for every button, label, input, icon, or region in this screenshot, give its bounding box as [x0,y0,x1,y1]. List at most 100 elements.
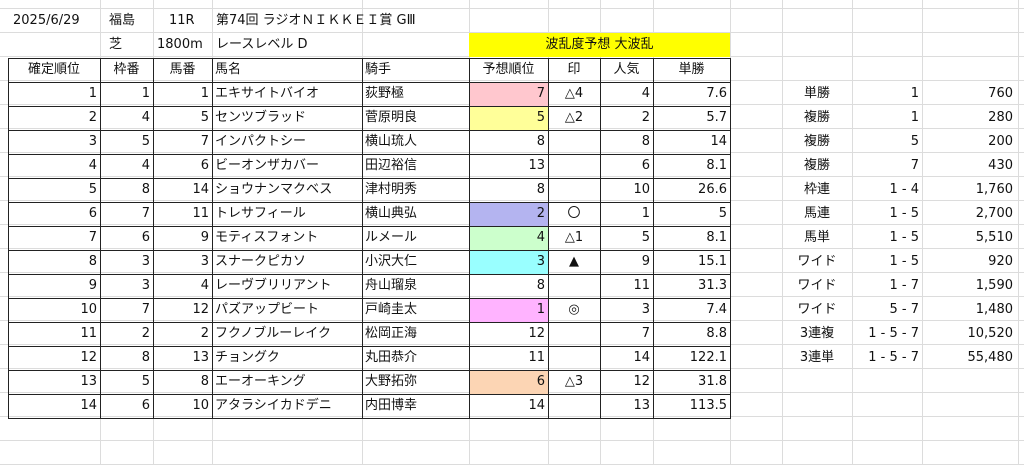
header-predicted-rank[interactable]: 予想順位 [482,62,535,77]
frame-number-cell[interactable]: 4 [141,110,150,125]
payout-type-cell[interactable]: 複勝 [803,158,830,173]
header-win-odds[interactable]: 単勝 [678,62,705,77]
predicted-rank-cell[interactable]: 14 [528,398,545,413]
horse-name-cell[interactable]: センツブラッド [215,110,307,125]
horse-number-cell[interactable]: 12 [192,302,209,317]
popularity-cell[interactable]: 10 [633,182,650,197]
popularity-cell[interactable]: 5 [641,230,650,245]
horse-name-cell[interactable]: ショウナンマクベス [215,182,333,197]
payout-combination-cell[interactable]: 7 [910,158,919,173]
payout-amount-cell[interactable]: 760 [988,86,1013,101]
win-odds-cell[interactable]: 15.1 [698,254,727,269]
mark-cell[interactable]: 〇 [567,206,581,221]
frame-number-cell[interactable]: 1 [141,86,150,101]
payout-type-cell[interactable]: 枠連 [803,182,830,197]
payout-combination-cell[interactable]: 1 - 5 [889,230,920,245]
predicted-rank-cell[interactable]: 5 [536,110,545,125]
frame-number-cell[interactable]: 2 [141,326,150,341]
finish-position-cell[interactable]: 3 [88,134,97,149]
horse-number-cell[interactable]: 7 [200,134,209,149]
race-number-cell[interactable]: 11R [169,13,195,28]
horse-name-cell[interactable]: トレサフィール [215,206,306,221]
horse-name-cell[interactable]: エーオーキング [215,374,306,389]
jockey-cell[interactable]: 津村明秀 [365,182,418,197]
header-finish-position[interactable]: 確定順位 [27,62,80,77]
horse-number-cell[interactable]: 9 [200,230,209,245]
popularity-cell[interactable]: 13 [633,398,650,413]
payout-type-cell[interactable]: 複勝 [803,134,830,149]
header-frame-number[interactable]: 枠番 [113,62,140,77]
frame-number-cell[interactable]: 6 [141,230,150,245]
header-popularity[interactable]: 人気 [613,62,640,77]
payout-type-cell[interactable]: 複勝 [803,110,830,125]
horse-number-cell[interactable]: 11 [192,206,209,221]
mark-cell[interactable]: △1 [564,230,584,245]
frame-number-cell[interactable]: 8 [141,350,150,365]
payout-combination-cell[interactable]: 1 - 4 [889,182,920,197]
payout-amount-cell[interactable]: 1,590 [975,278,1013,293]
frame-number-cell[interactable]: 8 [141,182,150,197]
payout-combination-cell[interactable]: 1 - 5 [889,206,920,221]
finish-position-cell[interactable]: 6 [88,206,97,221]
header-horse-name[interactable]: 馬名 [215,62,242,77]
popularity-cell[interactable]: 3 [641,302,650,317]
horse-number-cell[interactable]: 5 [200,110,209,125]
win-odds-cell[interactable]: 8.1 [706,230,727,245]
predicted-rank-cell[interactable]: 13 [528,158,545,173]
jockey-cell[interactable]: 菅原明良 [365,110,418,125]
jockey-cell[interactable]: 戸崎圭太 [365,302,418,317]
mark-cell[interactable]: △3 [564,374,584,389]
finish-position-cell[interactable]: 11 [80,326,97,341]
frame-number-cell[interactable]: 7 [141,206,150,221]
horse-number-cell[interactable]: 1 [200,86,209,101]
race-venue-cell[interactable]: 福島 [109,13,136,28]
frame-number-cell[interactable]: 5 [141,134,150,149]
predicted-rank-cell[interactable]: 11 [528,350,545,365]
horse-name-cell[interactable]: チョングク [215,350,280,365]
popularity-cell[interactable]: 9 [641,254,650,269]
payout-amount-cell[interactable]: 1,480 [975,302,1013,317]
popularity-cell[interactable]: 4 [641,86,650,101]
distance-cell[interactable]: 1800m [157,37,203,52]
payout-combination-cell[interactable]: 1 [910,110,919,125]
finish-position-cell[interactable]: 13 [80,374,97,389]
predicted-rank-cell[interactable]: 8 [536,278,545,293]
finish-position-cell[interactable]: 1 [88,86,97,101]
frame-number-cell[interactable]: 3 [141,278,150,293]
payout-amount-cell[interactable]: 10,520 [967,326,1014,341]
payout-combination-cell[interactable]: 1 - 5 [889,254,920,269]
horse-number-cell[interactable]: 4 [200,278,209,293]
popularity-cell[interactable]: 8 [641,134,650,149]
payout-type-cell[interactable]: 馬単 [803,230,830,245]
finish-position-cell[interactable]: 2 [88,110,97,125]
predicted-rank-cell[interactable]: 7 [536,86,545,101]
predicted-rank-cell[interactable]: 8 [536,182,545,197]
horse-name-cell[interactable]: アタラシイカドデニ [215,398,332,413]
payout-type-cell[interactable]: 3連単 [799,350,835,365]
horse-number-cell[interactable]: 3 [200,254,209,269]
finish-position-cell[interactable]: 8 [88,254,97,269]
popularity-cell[interactable]: 11 [633,278,650,293]
horse-number-cell[interactable]: 13 [192,350,209,365]
popularity-cell[interactable]: 12 [633,374,650,389]
win-odds-cell[interactable]: 8.8 [706,326,727,341]
jockey-cell[interactable]: 丸田恭介 [365,350,418,365]
mark-cell[interactable] [548,274,600,298]
win-odds-cell[interactable]: 31.8 [698,374,727,389]
win-odds-cell[interactable]: 26.6 [698,182,727,197]
payout-combination-cell[interactable]: 1 - 5 - 7 [868,350,919,365]
payout-amount-cell[interactable]: 2,700 [975,206,1013,221]
win-odds-cell[interactable]: 8.1 [706,158,727,173]
popularity-cell[interactable]: 1 [641,206,650,221]
jockey-cell[interactable]: 大野拓弥 [365,374,418,389]
popularity-cell[interactable]: 7 [641,326,650,341]
horse-number-cell[interactable]: 6 [200,158,209,173]
payout-type-cell[interactable]: ワイド [797,254,837,269]
frame-number-cell[interactable]: 5 [141,374,150,389]
jockey-cell[interactable]: 田辺裕信 [365,158,418,173]
mark-cell[interactable]: △4 [564,86,584,101]
header-jockey[interactable]: 騎手 [365,62,392,77]
finish-position-cell[interactable]: 9 [88,278,97,293]
payout-type-cell[interactable]: 馬連 [803,206,830,221]
predicted-rank-cell[interactable]: 6 [536,374,545,389]
